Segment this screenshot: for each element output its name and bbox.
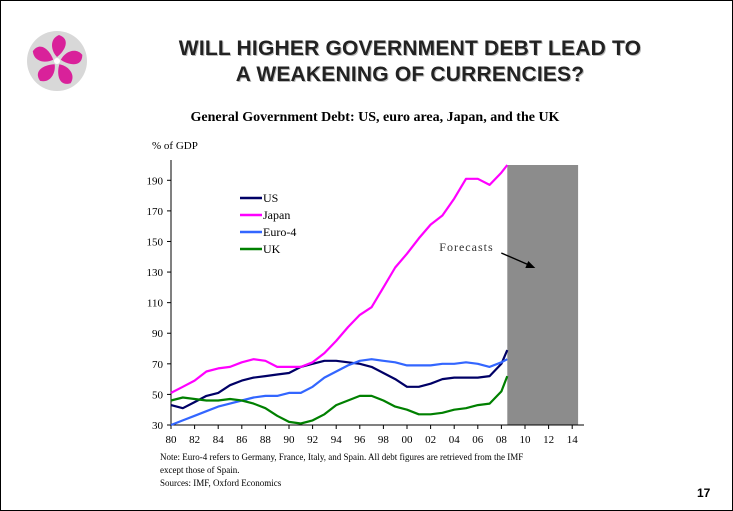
chart-title: General Government Debt: US, euro area, … <box>190 110 560 125</box>
y-tick-label: 50 <box>152 389 164 401</box>
y-axis-label: % of GDP <box>152 140 198 152</box>
x-tick-label: 82 <box>189 434 200 446</box>
slide-title-line2: A WEAKENING OF CURRENCIES? <box>235 63 585 86</box>
x-tick-label: 94 <box>331 434 343 446</box>
y-tick-label: 170 <box>147 206 164 218</box>
forecast-arrowhead <box>525 261 536 268</box>
legend-label-euro-4: Euro-4 <box>263 225 296 239</box>
x-tick-label: 06 <box>472 434 484 446</box>
y-tick-label: 70 <box>152 359 164 371</box>
slide-title-line1: WILL HIGHER GOVERNMENT DEBT LEAD TO <box>178 37 642 60</box>
y-tick-label: 150 <box>147 236 164 248</box>
y-tick-label: 110 <box>147 298 164 310</box>
series-line-euro-4 <box>170 358 508 427</box>
y-tick-label: 30 <box>152 420 164 432</box>
x-tick-label: 90 <box>284 434 296 446</box>
legend-label-uk: UK <box>263 242 281 256</box>
x-tick-label: 14 <box>567 434 579 446</box>
y-tick-label: 130 <box>147 267 164 279</box>
slide-title: WILL HIGHER GOVERNMENT DEBT LEAD TO A WE… <box>130 36 690 88</box>
series-line-uk <box>170 375 509 425</box>
y-tick-label: 190 <box>147 175 164 187</box>
note-line1: Note: Euro-4 refers to Germany, France, … <box>160 452 524 462</box>
x-tick-label: 92 <box>307 434 318 446</box>
forecast-arrow <box>501 252 532 267</box>
series-line-us <box>170 349 509 410</box>
x-tick-label: 86 <box>236 434 248 446</box>
x-tick-label: 02 <box>425 434 436 446</box>
x-tick-label: 10 <box>520 434 532 446</box>
forecast-label: Forecasts <box>439 240 493 254</box>
sources-line: Sources: IMF, Oxford Economics <box>160 478 282 488</box>
note-line2: except those of Spain. <box>160 465 240 475</box>
x-tick-label: 80 <box>166 434 178 446</box>
forecast-region <box>507 165 579 425</box>
x-tick-label: 98 <box>378 434 390 446</box>
x-tick-label: 12 <box>543 434 554 446</box>
y-tick-label: 90 <box>152 328 164 340</box>
chart-notes: Note: Euro-4 refers to Germany, France, … <box>160 451 600 490</box>
x-tick-label: 08 <box>496 434 508 446</box>
x-tick-label: 04 <box>449 434 461 446</box>
legend-label-japan: Japan <box>263 208 290 222</box>
x-tick-label: 84 <box>213 434 225 446</box>
series-line-japan <box>170 164 509 394</box>
x-tick-label: 96 <box>354 434 366 446</box>
x-tick-label: 88 <box>260 434 272 446</box>
bauhinia-logo <box>27 31 87 91</box>
x-tick-label: 00 <box>402 434 414 446</box>
page-number: 17 <box>697 486 711 500</box>
legend-label-us: US <box>263 191 278 205</box>
